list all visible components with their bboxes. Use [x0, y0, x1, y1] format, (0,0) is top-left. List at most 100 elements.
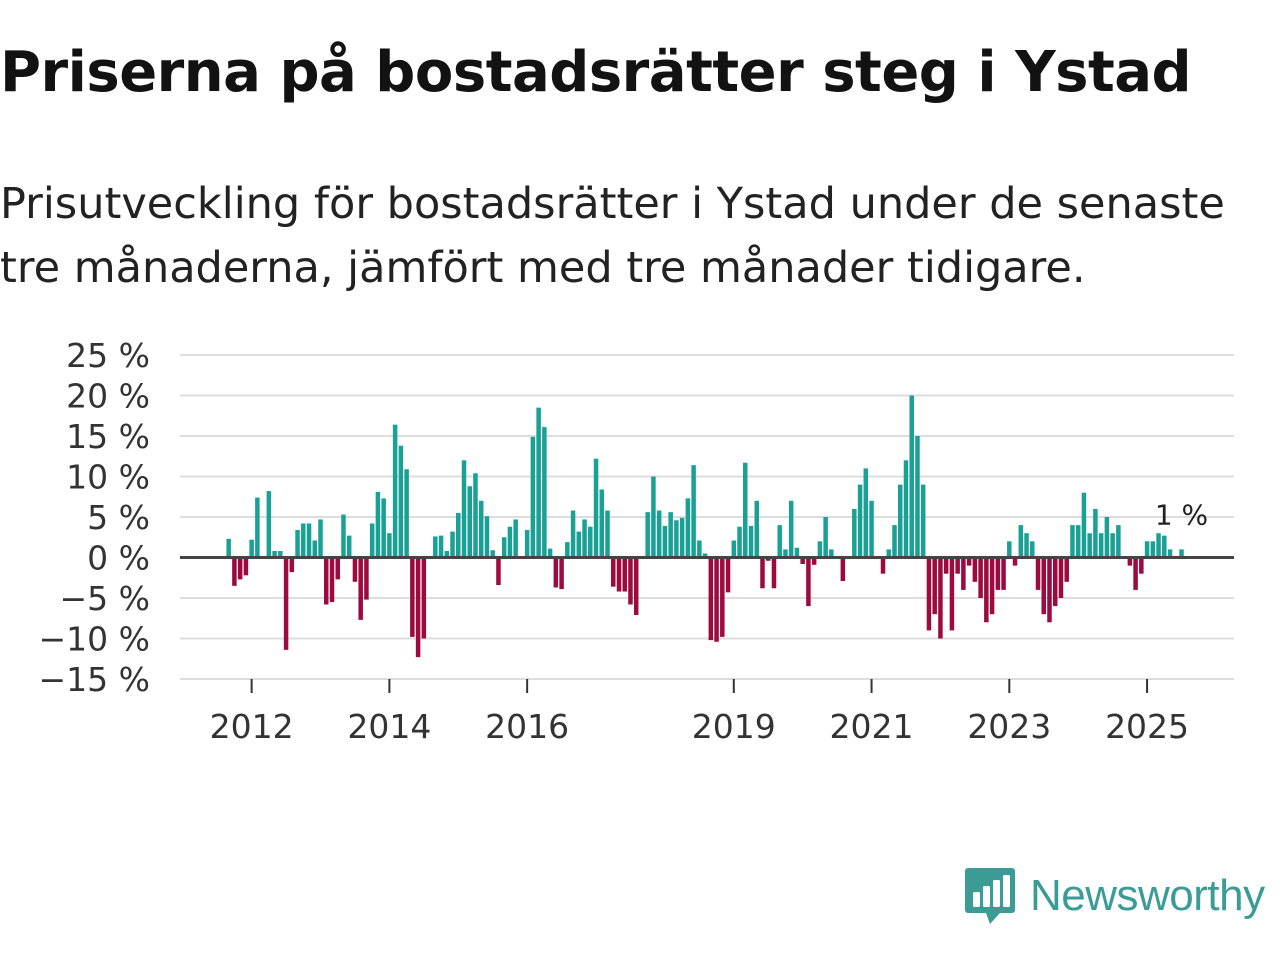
latest-value-label: 1 % [1155, 498, 1208, 531]
bar-2016-10 [576, 531, 582, 558]
bar-2018-05 [685, 498, 691, 558]
bar-2021-10 [920, 484, 926, 558]
bar-2016-05 [547, 548, 553, 558]
bar-2023-10 [1058, 557, 1064, 598]
bar-2020-08 [840, 557, 846, 581]
bar-2014-02 [392, 424, 398, 558]
bar-2014-12 [450, 531, 455, 558]
x-tick-label: 2019 [692, 707, 776, 746]
bar-2013-09 [364, 557, 369, 600]
bar-2015-06 [484, 516, 490, 558]
bar-2012-09 [295, 529, 300, 558]
bar-2012-01 [249, 539, 254, 558]
bar-2019-01 [731, 540, 737, 558]
chart-title: Priserna på bostadsrätter steg i Ystad [0, 40, 1192, 105]
y-tick-label: 25 % [66, 336, 150, 375]
bar-2021-04 [886, 549, 892, 558]
bar-2024-01 [1075, 525, 1081, 558]
bar-2011-12 [243, 557, 249, 576]
bar-2015-07 [490, 550, 495, 558]
bar-2023-01 [1007, 541, 1012, 558]
newsworthy-brand[interactable]: Newsworthy [964, 866, 1265, 926]
x-tick-label: 2012 [210, 707, 294, 746]
bar-2014-05 [410, 557, 415, 637]
bar-2012-05 [272, 551, 277, 558]
grid-lines [180, 354, 1234, 680]
bar-2017-01 [593, 458, 599, 558]
bar-2017-12 [656, 510, 662, 558]
bar-2022-04 [955, 557, 960, 574]
bar-2020-05 [823, 517, 828, 558]
bar-2016-09 [570, 510, 576, 558]
bar-2015-01 [456, 512, 461, 558]
bar-2018-12 [725, 557, 731, 593]
bar-2017-08 [633, 557, 639, 616]
bar-2017-02 [599, 489, 605, 558]
x-tick-label: 2014 [347, 707, 431, 746]
bar-2018-09 [708, 557, 714, 641]
bar-2011-09 [226, 538, 231, 558]
y-tick-label: −10 % [39, 620, 151, 659]
bar-2018-08 [702, 553, 708, 558]
bar-2015-10 [507, 526, 513, 558]
x-tick-label: 2016 [485, 707, 569, 746]
bar-2014-10 [438, 535, 444, 558]
bar-2014-11 [444, 551, 450, 558]
bar-2021-03 [880, 557, 886, 574]
bar-2021-11 [926, 557, 932, 631]
bar-2016-06 [553, 557, 559, 588]
bar-2017-06 [622, 557, 627, 592]
bar-2025-07 [1179, 549, 1184, 558]
bar-2013-08 [358, 557, 363, 620]
bar-2013-05 [341, 514, 346, 558]
bar-2023-03 [1018, 525, 1024, 558]
bar-2014-03 [398, 445, 404, 558]
y-tick-label: 0 % [87, 539, 150, 578]
bar-2018-07 [697, 540, 702, 558]
y-tick-label: 5 % [87, 498, 150, 537]
x-axis-labels: 2012 2014 2016 2019 2021 2023 2025 [210, 707, 1189, 746]
bar-2018-04 [679, 517, 685, 558]
bar-2022-12 [1001, 557, 1006, 590]
bar-2015-05 [478, 500, 484, 558]
bar-2012-12 [312, 540, 318, 558]
bar-2022-07 [972, 557, 978, 582]
bar-2025-02 [1150, 541, 1156, 558]
bar-2024-02 [1081, 492, 1087, 558]
bar-2012-11 [306, 523, 312, 558]
bar-2024-08 [1116, 525, 1121, 558]
bar-2018-03 [674, 520, 679, 558]
bar-2020-10 [852, 508, 857, 558]
bar-2017-07 [628, 557, 633, 605]
bar-2019-05 [754, 500, 759, 558]
bar-2012-02 [255, 497, 260, 558]
bar-2019-09 [777, 525, 782, 558]
bar-2019-03 [743, 462, 748, 558]
bar-2020-01 [800, 557, 805, 564]
bar-2016-04 [542, 427, 547, 558]
bar-2020-12 [863, 468, 869, 558]
bar-2022-06 [966, 557, 972, 566]
bar-2022-09 [984, 557, 989, 623]
bar-2021-01 [869, 500, 874, 558]
bar-2019-04 [748, 525, 754, 558]
bar-2022-01 [938, 557, 943, 639]
y-tick-label: 15 % [66, 417, 150, 456]
bar-2016-08 [565, 542, 570, 558]
bar-2020-04 [817, 541, 823, 558]
bar-2017-03 [605, 510, 610, 558]
bar-2017-04 [611, 557, 616, 587]
bar-2016-01 [524, 529, 530, 558]
bar-2022-08 [978, 557, 983, 598]
annotations: 1 % [1155, 498, 1208, 531]
bar-2011-10 [232, 557, 237, 586]
bar-2024-03 [1087, 533, 1092, 558]
bar-2016-07 [559, 557, 564, 590]
bar-2019-11 [788, 500, 794, 558]
bar-2013-07 [352, 557, 358, 582]
bar-2024-06 [1104, 517, 1110, 558]
bar-2020-11 [857, 484, 863, 558]
bar-2016-03 [536, 407, 541, 558]
bar-2012-04 [266, 491, 272, 558]
bar-2015-08 [496, 557, 501, 586]
